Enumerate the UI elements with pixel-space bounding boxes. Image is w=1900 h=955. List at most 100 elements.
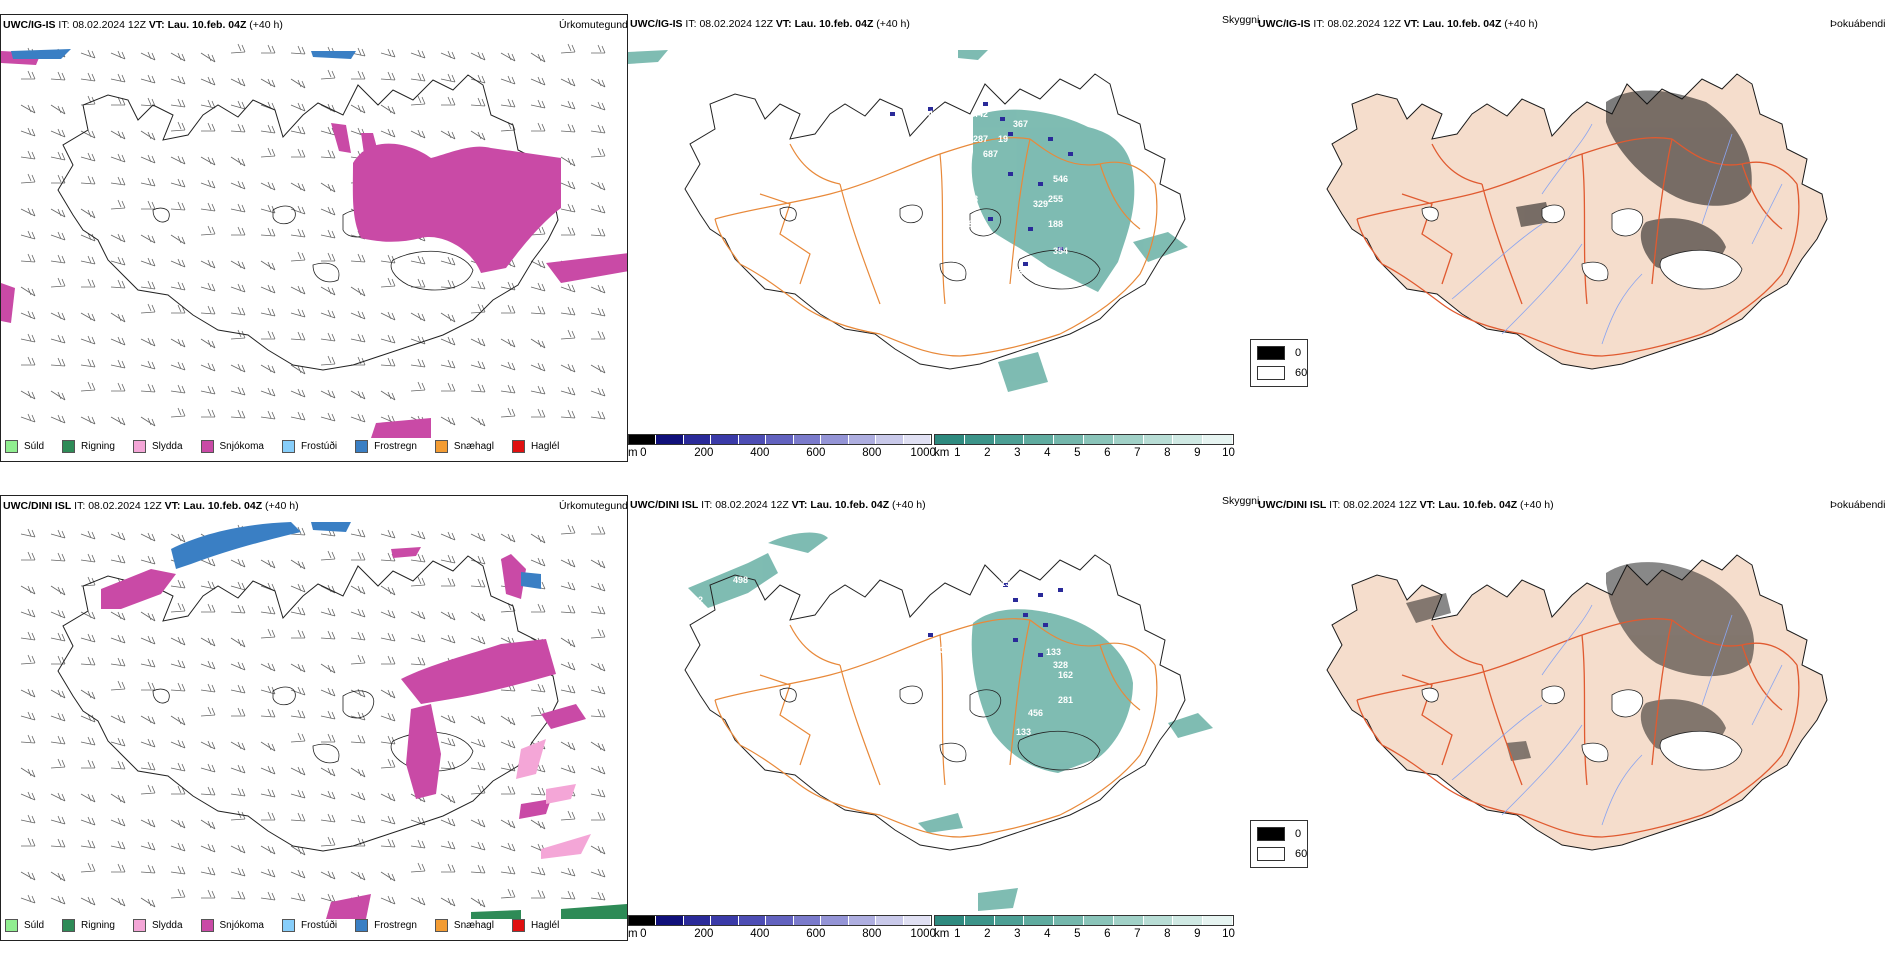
wind-barb [171,304,186,314]
road-line [739,263,881,335]
legend-swatch [200,440,214,453]
visibility-label: 478 [958,219,973,229]
wind-barb [590,227,606,237]
wind-barb [170,602,186,613]
snow-area [1,51,627,438]
colorbar-cell [994,916,1025,925]
colorbar-cell [994,435,1025,444]
fog-shading [1516,90,1752,272]
wind-barb [320,893,336,903]
road-line [1431,143,1483,185]
wind-barb [200,706,216,717]
wind-barb [440,416,456,426]
wind-barb [170,281,186,291]
wind-barb [230,306,246,316]
wind-barb [380,895,396,905]
legend-item: Snæhagl [434,440,494,453]
wind-barb [380,735,396,745]
wind-barb [200,637,216,647]
elevation-cell [983,102,988,106]
wind-barb [440,611,456,621]
wind-barb [110,714,126,724]
wind-barb [170,121,186,132]
high-elevation-marks [890,102,1073,266]
road-network [714,137,1158,357]
glacier-outline [779,687,797,703]
glacier-outline [1421,687,1439,703]
wind-barb [170,234,186,245]
colorbar-cell [1203,916,1233,925]
wind-barb [231,707,246,717]
wind-barb [110,657,126,667]
road-line [1381,263,1523,335]
colorbar-cell [1143,435,1174,444]
colorbar-cell [1113,435,1144,444]
visibility-label: 442 [973,109,988,119]
visibility-panel-top: UWC/IG-IS IT: 08.02.2024 12Z VT: Lau. 10… [628,14,1259,474]
wind-barb [470,578,486,588]
wind-barb [560,203,576,213]
elevation-colorbar-cells [628,434,932,445]
wind-barb [500,533,516,543]
wind-barb [380,585,396,596]
wind-barb [470,864,486,874]
wind-barb [290,663,306,673]
iceland-land [1326,554,1828,851]
wind-barb [20,654,36,665]
glacier-outline [390,731,474,772]
wind-barb [350,814,366,824]
precip-map-bottom [20,522,627,919]
wind-barb [20,631,36,641]
wind-barb [590,124,606,134]
wind-barb [320,206,336,216]
wind-barb [111,96,126,106]
wind-barb [80,530,96,540]
wind-barb [380,815,396,825]
colorbar-cell [656,916,684,925]
colorbar-tick: 1000 [910,928,936,940]
colorbar-tick: 4 [1044,447,1051,459]
wind-barb [170,384,186,394]
wind-barb [320,309,336,319]
fog-map-top [1326,73,1828,370]
wind-barb [50,815,66,825]
wind-barb [200,305,216,315]
elevation-cell [928,633,933,637]
fog-legend-swatch [1257,366,1285,380]
wind-barb [530,385,546,395]
legend-label: Haglél [530,441,560,452]
wind-barb [230,156,246,167]
wind-barb [590,628,606,639]
panel-type-label: Þokuábendi [1830,18,1886,30]
road-line [759,674,811,766]
road-line [1481,183,1523,305]
wind-barb [290,364,306,375]
wind-barb [140,532,156,542]
fog-legend: 0 60 [1250,820,1308,868]
wind-barb [110,153,126,163]
colorbar-cell [848,435,877,444]
wind-barb [230,867,246,877]
wind-barb [140,177,156,187]
wind-barb [410,358,426,368]
wind-barb [501,785,516,795]
wind-barb [590,708,606,718]
wind-barb [380,792,396,802]
wind-barb [560,661,576,671]
wind-barb [591,811,606,821]
road-line [1581,634,1588,786]
wind-barb [170,258,186,268]
wind-barb [531,408,546,418]
elevation-cell [1058,588,1063,592]
wind-barb [470,51,486,61]
visibility-label: 338 [903,169,918,179]
wind-barb [110,233,126,243]
wind-barb [110,817,126,827]
colorbar-cell [1054,435,1084,444]
wind-barb [170,361,186,371]
legend-item: Snjókoma [200,440,264,453]
wind-barb [50,231,66,241]
wind-barb [140,635,156,645]
colorbar-tick: 400 [750,928,770,940]
wind-barb [110,336,126,346]
